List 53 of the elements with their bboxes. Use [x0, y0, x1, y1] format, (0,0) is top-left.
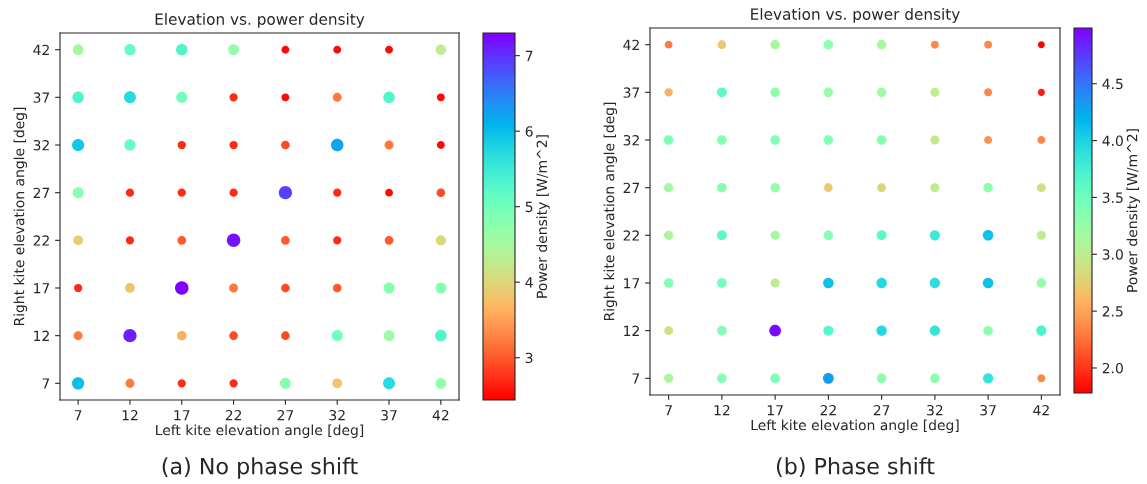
- x-tick-label: 27: [873, 404, 890, 416]
- y-tick-label: 7: [42, 378, 50, 389]
- color-bar-label: 7: [525, 50, 533, 61]
- color-bar-label: 3.0: [1102, 249, 1123, 260]
- y-tick-label: 42: [33, 44, 49, 55]
- y-tick-label: 37: [623, 87, 640, 98]
- y-tick-label: 32: [623, 134, 639, 146]
- x-tick-label: 32: [927, 404, 943, 416]
- color-bar-title: Power density [W/m^2]: [536, 135, 550, 298]
- color-bar-label: 6: [525, 126, 533, 137]
- color-bar-label: 2.0: [1102, 362, 1123, 374]
- x-tick-label: 17: [767, 405, 783, 416]
- color-bar-label: 4.5: [1102, 78, 1123, 90]
- color-bar-label: 2.5: [1102, 306, 1123, 317]
- color-bar-label: 4.0: [1102, 135, 1123, 147]
- chart-title: Elevation vs. power density: [155, 13, 365, 28]
- color-bar-title: Power density [W/m^2]: [1126, 129, 1141, 292]
- x-tick-label: 37: [381, 409, 397, 421]
- color-bar-label: 5: [525, 201, 533, 213]
- x-tick-label: 7: [74, 410, 82, 421]
- y-tick-label: 22: [33, 235, 49, 246]
- x-tick-label: 27: [277, 409, 294, 421]
- y-tick-label: 32: [33, 139, 49, 151]
- x-tick-label: 32: [329, 409, 345, 421]
- x-tick-label: 22: [820, 404, 836, 416]
- x-tick-label: 7: [665, 405, 672, 416]
- x-axis-title: Left kite elevation angle [deg]: [156, 424, 364, 438]
- y-tick-label: 42: [623, 39, 639, 50]
- x-tick-label: 12: [122, 409, 138, 421]
- y-axis-title: Right kite elevation angle [deg]: [603, 102, 618, 321]
- y-axis-title: Right kite elevation angle [deg]: [13, 107, 28, 326]
- color-bar-label: 4: [525, 277, 533, 288]
- x-axis-title: Left kite elevation angle [deg]: [751, 419, 959, 433]
- chart-title: Elevation vs. power density: [751, 8, 960, 23]
- x-tick-label: 42: [432, 409, 449, 421]
- y-tick-label: 27: [623, 182, 640, 193]
- text: (a) No phase shift: [162, 457, 358, 479]
- y-tick-label: 22: [623, 230, 639, 241]
- text: (b) Phase shift: [776, 457, 935, 478]
- y-tick-label: 17: [34, 283, 50, 294]
- y-tick-label: 27: [33, 187, 50, 198]
- color-bar-label: 3: [525, 352, 533, 364]
- color-bar-label: 3.5: [1102, 192, 1123, 203]
- y-tick-label: 17: [624, 278, 640, 289]
- x-tick-label: 37: [980, 404, 996, 416]
- y-tick-label: 37: [33, 92, 50, 103]
- y-tick-label: 7: [632, 373, 640, 384]
- x-tick-label: 22: [225, 409, 242, 421]
- y-tick-label: 12: [34, 330, 49, 341]
- y-tick-label: 12: [624, 325, 639, 336]
- x-tick-label: 42: [1033, 404, 1049, 416]
- x-tick-label: 17: [174, 410, 190, 421]
- x-tick-label: 12: [714, 404, 730, 416]
